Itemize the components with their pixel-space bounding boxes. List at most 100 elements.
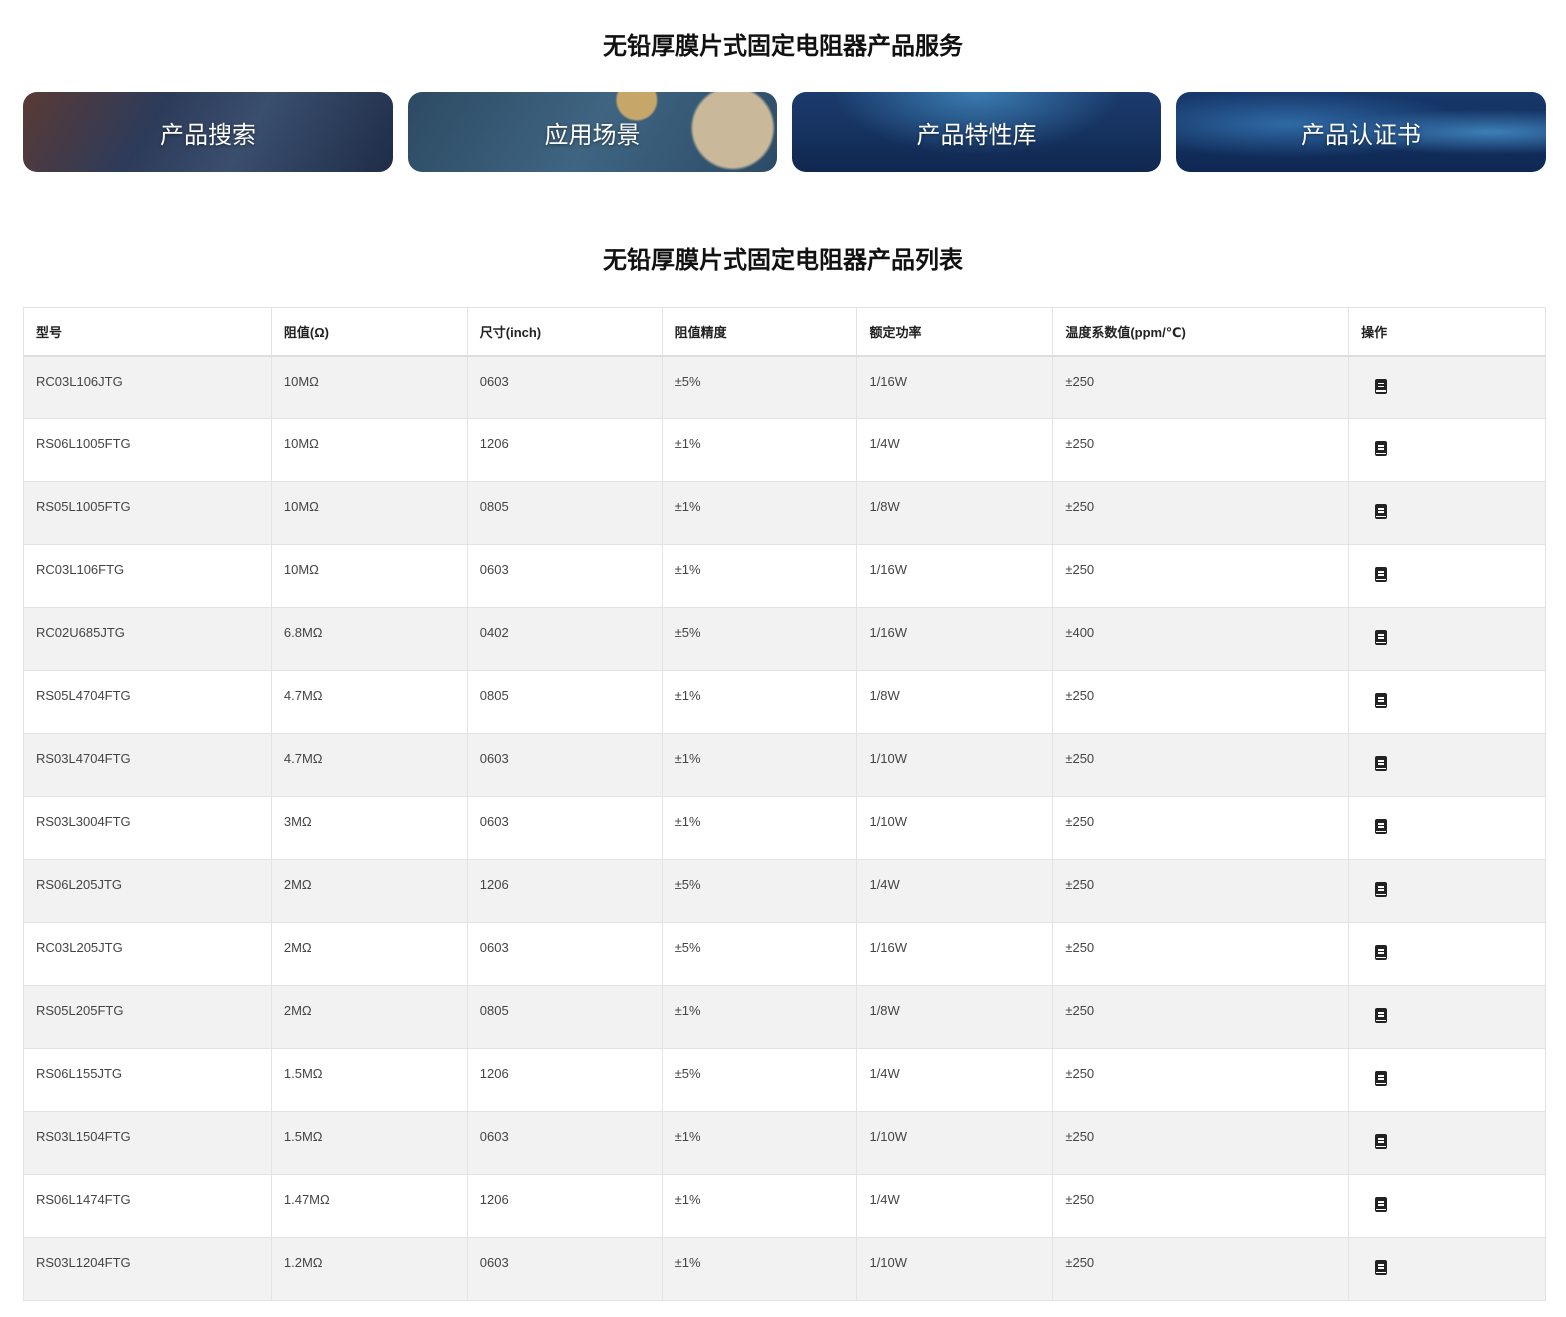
cell-model: RC03L106FTG [23,544,272,608]
cell-power: 1/10W [856,1237,1054,1301]
cell-power: 1/8W [856,481,1054,545]
book-icon[interactable] [1375,693,1388,708]
book-icon[interactable] [1375,1197,1388,1212]
cell-size: 0805 [466,670,663,734]
cell-size: 0805 [466,481,663,545]
table-row: RS03L3004FTG 3MΩ 0603 ±1% 1/10W ±250 [23,796,1546,860]
services-title: 无铅厚膜片式固定电阻器产品服务 [603,33,963,60]
cell-model: RS03L4704FTG [23,733,272,797]
book-icon[interactable] [1375,1260,1388,1275]
cell-tcr: ±250 [1052,922,1350,986]
application-scenarios-card[interactable]: 应用场景 [408,92,777,172]
cell-tolerance: ±1% [661,1174,858,1238]
cell-resistance: 4.7MΩ [270,733,468,797]
cell-tolerance: ±1% [661,1111,858,1175]
cell-power: 1/4W [856,1174,1054,1238]
cell-action [1348,985,1546,1049]
table-row: RS03L1504FTG 1.5MΩ 0603 ±1% 1/10W ±250 [23,1111,1546,1175]
card-label: 应用场景 [544,121,641,149]
product-table: 型号 阻值(Ω) 尺寸(inch) 阻值精度 额定功率 温度系数值(ppm/℃)… [23,307,1546,1301]
cell-action [1348,1048,1546,1112]
book-icon[interactable] [1375,378,1388,394]
cell-action [1348,544,1546,608]
cell-resistance: 1.5MΩ [270,1048,468,1112]
table-row: RS06L1474FTG 1.47MΩ 1206 ±1% 1/4W ±250 [23,1174,1546,1238]
cell-tolerance: ±5% [661,607,858,671]
cell-tolerance: ±5% [661,1048,858,1112]
book-icon[interactable] [1375,630,1388,645]
cell-power: 1/10W [856,1111,1054,1175]
cell-tcr: ±250 [1052,796,1350,860]
table-row: RC03L106FTG 10MΩ 0603 ±1% 1/16W ±250 [23,544,1546,608]
book-icon[interactable] [1375,1071,1388,1086]
cell-model: RS03L3004FTG [23,796,272,860]
cell-model: RC03L205JTG [23,922,272,986]
cell-resistance: 10MΩ [270,481,468,545]
cell-size: 1206 [466,1174,663,1238]
book-icon[interactable] [1375,882,1388,897]
book-icon[interactable] [1375,1008,1388,1023]
cell-action [1348,607,1546,671]
cell-power: 1/10W [856,733,1054,797]
cell-power: 1/8W [856,670,1054,734]
cell-tcr: ±250 [1052,544,1350,608]
cell-resistance: 6.8MΩ [270,607,468,671]
cell-resistance: 4.7MΩ [270,670,468,734]
cell-tcr: ±250 [1052,355,1350,419]
cell-size: 0603 [466,922,663,986]
cell-tcr: ±250 [1052,1237,1350,1301]
cell-model: RS05L4704FTG [23,670,272,734]
cell-power: 1/8W [856,985,1054,1049]
cell-size: 0603 [466,796,663,860]
cell-tolerance: ±1% [661,481,858,545]
cell-tcr: ±250 [1052,1048,1350,1112]
book-icon[interactable] [1375,945,1388,960]
product-certificates-card[interactable]: 产品认证书 [1176,92,1546,172]
cell-resistance: 2MΩ [270,922,468,986]
cell-resistance: 2MΩ [270,859,468,923]
card-label: 产品特性库 [916,121,1037,149]
cell-tolerance: ±5% [661,922,858,986]
cell-action [1348,859,1546,923]
cell-tolerance: ±5% [661,859,858,923]
cell-model: RS06L155JTG [23,1048,272,1112]
book-icon[interactable] [1375,1134,1388,1149]
cell-action [1348,355,1546,419]
cell-action [1348,1237,1546,1301]
card-label: 产品搜索 [160,121,256,149]
cell-power: 1/16W [856,607,1054,671]
cell-model: RS03L1504FTG [23,1111,272,1175]
cell-model: RS06L1474FTG [23,1174,272,1238]
header-model: 型号 [23,307,272,357]
cell-tcr: ±400 [1052,607,1350,671]
table-header-row: 型号 阻值(Ω) 尺寸(inch) 阻值精度 额定功率 温度系数值(ppm/℃)… [23,307,1546,357]
cell-model: RS03L1204FTG [23,1237,272,1301]
header-size: 尺寸(inch) [466,307,663,357]
cell-size: 1206 [466,859,663,923]
cell-power: 1/4W [856,418,1054,482]
cell-tolerance: ±1% [661,670,858,734]
list-title: 无铅厚膜片式固定电阻器产品列表 [603,247,963,274]
product-search-card[interactable]: 产品搜索 [23,92,393,172]
table-row: RS05L1005FTG 10MΩ 0805 ±1% 1/8W ±250 [23,481,1546,545]
book-icon[interactable] [1375,567,1388,582]
cell-tolerance: ±1% [661,544,858,608]
cell-model: RC02U685JTG [23,607,272,671]
book-icon[interactable] [1375,441,1388,456]
table-row: RS06L1005FTG 10MΩ 1206 ±1% 1/4W ±250 [23,418,1546,482]
header-tolerance: 阻值精度 [661,307,858,357]
cell-resistance: 1.5MΩ [270,1111,468,1175]
cell-tcr: ±250 [1052,1111,1350,1175]
cell-tcr: ±250 [1052,985,1350,1049]
table-row: RS05L205FTG 2MΩ 0805 ±1% 1/8W ±250 [23,985,1546,1049]
book-icon[interactable] [1375,756,1388,771]
book-icon[interactable] [1375,819,1388,834]
cell-tolerance: ±1% [661,985,858,1049]
cell-tolerance: ±1% [661,1237,858,1301]
cell-resistance: 10MΩ [270,544,468,608]
table-row: RS06L155JTG 1.5MΩ 1206 ±5% 1/4W ±250 [23,1048,1546,1112]
product-characteristics-card[interactable]: 产品特性库 [792,92,1161,172]
cell-power: 1/16W [856,355,1054,419]
cell-size: 0603 [466,355,663,419]
book-icon[interactable] [1375,504,1388,519]
